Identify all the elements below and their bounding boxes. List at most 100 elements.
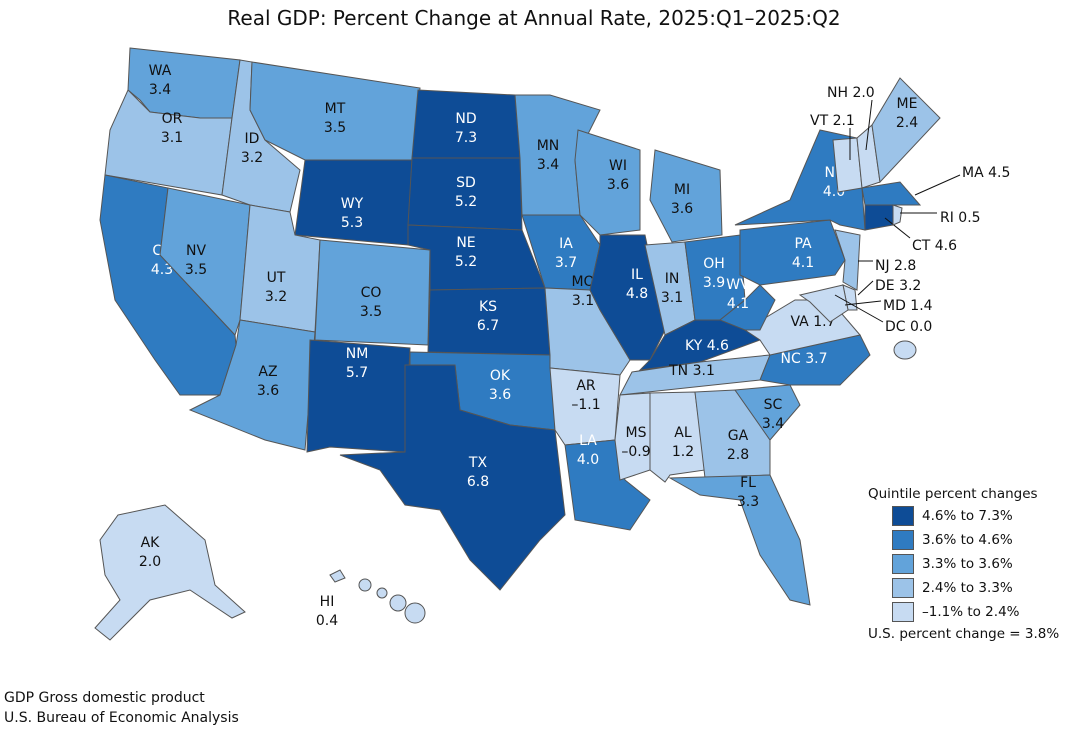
state-code-NE: NE: [456, 235, 475, 251]
state-code-MI: MI: [674, 182, 690, 198]
state-label-MA: MA 4.5: [962, 165, 1010, 181]
leader-line: [865, 99, 873, 151]
state-value-CA: 4.3: [151, 262, 173, 278]
state-code-PA: PA: [794, 236, 812, 252]
state-label-TN: TN 3.1: [668, 363, 715, 379]
state-code-WV: WV: [726, 277, 750, 293]
state-code-OH: OH: [703, 256, 725, 272]
state-AK: [94, 504, 246, 641]
state-code-AR: AR: [576, 378, 596, 394]
state-label-NC: NC 3.7: [781, 351, 828, 367]
state-value-MI: 3.6: [671, 201, 693, 217]
state-MI: [649, 149, 723, 243]
state-label-KY: KY 4.6: [685, 338, 729, 354]
state-value-NM: 5.7: [346, 365, 368, 381]
note-gdp: GDP Gross domestic product: [4, 690, 205, 706]
legend-swatch: [892, 530, 914, 550]
state-code-NM: NM: [346, 346, 369, 362]
state-value-IN: 3.1: [661, 290, 683, 306]
state-code-MT: MT: [325, 101, 346, 117]
state-code-IA: IA: [559, 236, 573, 252]
state-value-WI: 3.6: [607, 177, 629, 193]
state-code-LA: LA: [579, 433, 597, 449]
state-value-SD: 5.2: [455, 194, 477, 210]
state-code-TX: TX: [468, 455, 488, 471]
leader-line: [884, 217, 911, 239]
state-code-SD: SD: [456, 175, 476, 191]
state-code-CO: CO: [361, 285, 382, 301]
legend-title: Quintile percent changes: [868, 486, 1038, 502]
state-code-OR: OR: [162, 111, 183, 127]
legend-label: 2.4% to 3.3%: [922, 580, 1013, 596]
state-NJ: [834, 229, 861, 291]
state-code-FL: FL: [740, 475, 756, 491]
state-code-IL: IL: [631, 267, 643, 283]
us-total: U.S. percent change = 3.8%: [868, 626, 1060, 642]
state-code-MS: MS: [626, 425, 647, 441]
state-value-IA: 3.7: [555, 255, 577, 271]
state-value-HI: 0.4: [316, 613, 338, 629]
hawaii-island: [404, 602, 426, 624]
state-CT: [864, 204, 894, 231]
legend-item: 4.6% to 7.3%: [892, 506, 1059, 526]
state-value-KS: 6.7: [477, 318, 499, 334]
state-MD: [798, 284, 849, 323]
hawaii-island: [358, 578, 372, 592]
legend-label: 3.3% to 3.6%: [922, 556, 1013, 572]
state-value-MN: 3.4: [537, 157, 559, 173]
state-value-OK: 3.6: [489, 387, 511, 403]
state-code-ND: ND: [455, 111, 476, 127]
state-code-UT: UT: [267, 270, 286, 286]
state-value-GA: 2.8: [727, 447, 749, 463]
state-code-AZ: AZ: [258, 364, 277, 380]
legend-swatch: [892, 578, 914, 598]
state-code-KS: KS: [479, 299, 497, 315]
state-value-LA: 4.0: [577, 452, 599, 468]
map-title: Real GDP: Percent Change at Annual Rate,…: [227, 6, 841, 30]
state-label-NJ: NJ 2.8: [875, 258, 916, 274]
state-value-NE: 5.2: [455, 254, 477, 270]
state-value-ND: 7.3: [455, 130, 477, 146]
state-FL: [668, 474, 811, 606]
leader-line: [914, 174, 961, 196]
state-value-MT: 3.5: [324, 120, 346, 136]
state-label-VT: VT 2.1: [810, 113, 855, 129]
legend-item: 2.4% to 3.3%: [892, 578, 1059, 598]
state-code-WI: WI: [609, 158, 627, 174]
legend-item: –1.1% to 2.4%: [892, 602, 1059, 622]
state-value-AR: –1.1: [571, 397, 600, 413]
state-code-AK: AK: [141, 535, 161, 551]
state-label-DE: DE 3.2: [875, 278, 921, 294]
state-value-AZ: 3.6: [257, 383, 279, 399]
state-label-CT: CT 4.6: [912, 238, 957, 254]
state-NV: [159, 187, 251, 336]
legend: Quintile percent changes 4.6% to 7.3% 3.6…: [868, 486, 1059, 642]
state-TX: [339, 364, 566, 591]
state-code-ID: ID: [245, 131, 260, 147]
legend-swatch: [892, 506, 914, 526]
state-DC: [893, 340, 917, 360]
state-MA: [861, 181, 922, 206]
legend-item: 3.6% to 4.6%: [892, 530, 1059, 550]
state-value-ME: 2.4: [896, 115, 918, 131]
state-code-GA: GA: [728, 428, 749, 444]
state-value-TX: 6.8: [467, 474, 489, 490]
state-code-IN: IN: [665, 271, 680, 287]
state-value-WV: 4.1: [727, 296, 749, 312]
state-code-WY: WY: [341, 196, 364, 212]
leader-line: [857, 280, 874, 296]
state-code-WA: WA: [149, 63, 172, 79]
state-value-MO: 3.1: [572, 293, 594, 309]
state-code-MN: MN: [537, 138, 560, 154]
note-source: U.S. Bureau of Economic Analysis: [4, 710, 239, 726]
state-label-VA: VA 1.7: [791, 314, 836, 330]
state-PA: [739, 219, 846, 286]
state-value-ID: 3.2: [241, 150, 263, 166]
legend-swatch: [892, 554, 914, 574]
state-WV: [719, 284, 776, 331]
legend-label: –1.1% to 2.4%: [922, 604, 1020, 620]
state-code-HI: HI: [320, 594, 335, 610]
state-code-NV: NV: [186, 243, 206, 259]
state-value-WA: 3.4: [149, 82, 171, 98]
